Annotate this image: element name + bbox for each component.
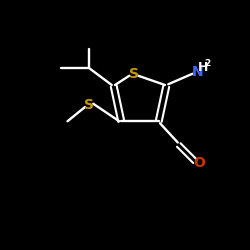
Text: 2: 2	[204, 58, 211, 68]
Text: S: S	[129, 67, 139, 81]
Text: O: O	[193, 156, 205, 170]
Text: S: S	[84, 98, 94, 112]
Text: H: H	[198, 60, 208, 74]
Text: N: N	[192, 66, 203, 80]
